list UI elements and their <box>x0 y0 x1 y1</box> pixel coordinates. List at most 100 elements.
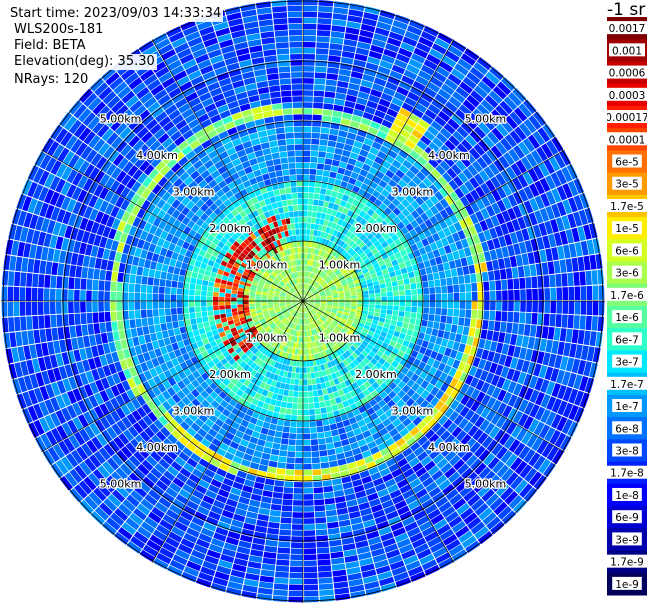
range-gate <box>571 358 581 374</box>
range-gate <box>325 503 336 511</box>
range-gate <box>456 126 469 139</box>
range-gate <box>382 327 389 333</box>
range-gate <box>110 291 116 301</box>
range-gate <box>84 425 96 439</box>
range-gate <box>171 314 178 322</box>
range-gate <box>367 282 374 287</box>
range-gate <box>561 314 568 328</box>
range-gate <box>38 401 50 417</box>
range-gate <box>298 337 302 343</box>
range-gate <box>288 307 294 312</box>
range-gate <box>281 364 286 371</box>
range-gate <box>216 323 223 329</box>
range-gate <box>370 323 378 329</box>
range-gate <box>211 538 225 548</box>
range-gate <box>341 51 355 59</box>
range-gate <box>291 302 298 304</box>
range-gate <box>333 297 339 300</box>
range-gate <box>332 307 338 311</box>
range-gate <box>411 129 423 140</box>
range-gate <box>348 217 356 225</box>
range-gate <box>487 131 500 145</box>
range-gate <box>55 301 62 314</box>
range-gate <box>29 214 39 230</box>
range-gate <box>316 426 324 433</box>
range-gate <box>183 338 191 347</box>
range-gate <box>328 271 334 277</box>
range-gate <box>308 302 315 305</box>
range-gate <box>572 211 583 227</box>
range-gate <box>418 231 427 241</box>
range-gate <box>345 341 352 348</box>
range-gate <box>144 494 158 506</box>
range-gate <box>387 483 399 494</box>
range-gate <box>279 529 291 536</box>
range-gate <box>309 168 317 175</box>
range-gate <box>77 414 89 428</box>
range-gate <box>303 306 305 313</box>
range-gate <box>250 377 258 385</box>
range-gate <box>400 345 408 353</box>
range-gate <box>475 243 484 254</box>
range-gate <box>567 213 577 229</box>
range-gate <box>305 349 309 355</box>
range-gate <box>559 435 572 451</box>
range-gate <box>173 327 181 336</box>
range-gate <box>559 230 569 245</box>
range-gate <box>162 542 177 554</box>
range-gate <box>370 472 382 481</box>
range-gate <box>333 278 340 283</box>
range-gate <box>521 253 529 266</box>
range-gate <box>524 401 535 416</box>
range-gate <box>240 353 248 361</box>
range-gate <box>202 338 210 345</box>
range-gate <box>339 298 345 301</box>
range-gate <box>311 323 316 329</box>
range-gate <box>457 446 469 459</box>
range-gate <box>313 481 323 488</box>
range-gate <box>7 286 14 301</box>
range-gate <box>335 396 342 404</box>
range-gate <box>459 184 470 196</box>
range-gate <box>471 498 485 512</box>
range-gate <box>382 140 393 149</box>
range-gate <box>329 539 342 547</box>
range-gate <box>492 85 507 100</box>
range-gate <box>318 358 324 365</box>
range-gate <box>337 513 350 522</box>
range-gate <box>377 321 385 327</box>
range-gate <box>388 373 397 382</box>
range-gate <box>418 472 431 483</box>
range-gate <box>243 356 251 364</box>
range-gate <box>266 435 275 443</box>
range-gate <box>247 422 256 431</box>
range-gate <box>405 301 412 307</box>
range-gate <box>331 385 338 393</box>
range-gate <box>177 515 191 527</box>
range-gate <box>414 186 424 196</box>
range-gate <box>309 342 313 349</box>
range-gate <box>297 415 303 422</box>
range-gate <box>392 310 399 316</box>
range-gate <box>454 199 465 210</box>
range-gate <box>271 332 277 339</box>
range-gate <box>475 198 486 210</box>
range-gate <box>315 181 322 188</box>
range-gate <box>306 277 310 284</box>
range-gate <box>160 271 168 280</box>
range-gate <box>381 160 391 169</box>
range-gate <box>249 325 256 331</box>
range-gate <box>419 520 433 532</box>
range-gate <box>393 91 407 102</box>
range-gate <box>164 422 175 433</box>
range-gate <box>409 190 419 200</box>
range-gate <box>240 319 247 325</box>
range-gate <box>463 421 474 434</box>
range-gate <box>453 284 460 293</box>
range-gate <box>401 549 416 560</box>
range-gate <box>39 202 49 218</box>
range-gate <box>265 335 271 341</box>
range-gate <box>236 502 249 511</box>
range-gate <box>113 436 125 449</box>
range-gate <box>274 307 281 311</box>
